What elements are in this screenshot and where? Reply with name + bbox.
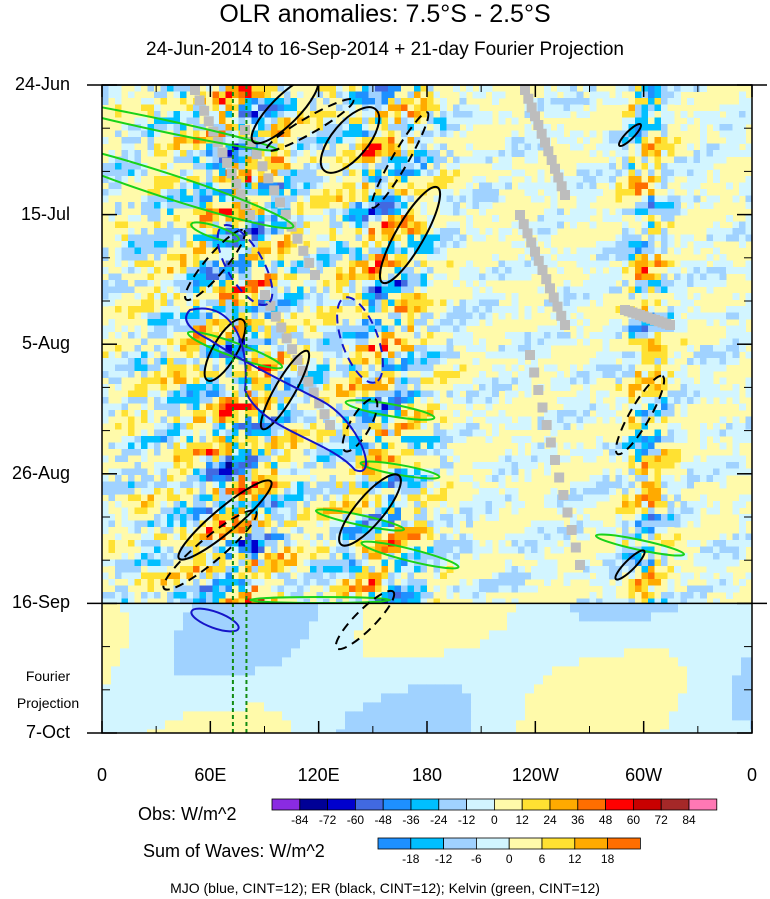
x-tick-label: 0	[746, 765, 757, 785]
waves-colorbar-tick-label: 12	[568, 852, 582, 866]
kelvin-contour	[102, 140, 295, 230]
y-tick-label: 7-Oct	[25, 722, 70, 742]
obs-colorbar-tick-label: 84	[682, 813, 696, 827]
obs-colorbar-box	[605, 798, 634, 811]
kelvin-contour	[594, 533, 686, 557]
obs-colorbar-tick-label: 60	[626, 813, 641, 827]
waves-colorbar-box	[443, 837, 477, 850]
obs-colorbar-box	[577, 798, 606, 811]
waves-colorbar-tick-label: 0	[505, 852, 513, 866]
er-contour	[614, 374, 666, 456]
er-contour	[265, 98, 355, 152]
er-contour	[334, 589, 396, 651]
er-contour	[319, 106, 381, 174]
kelvin-contour	[186, 330, 284, 370]
waves-colorbar-box	[410, 837, 444, 850]
waves-colorbar-tick-label: 18	[600, 852, 615, 866]
fourier-label: Fourier	[25, 668, 71, 684]
waves-colorbar-label: Sum of Waves: W/m^2	[143, 841, 325, 861]
obs-colorbar-box	[633, 798, 662, 811]
projection-label: Projection	[16, 695, 80, 711]
contour-legend: MJO (blue, CINT=12); ER (black, CINT=12)…	[170, 880, 600, 896]
waves-colorbar-box	[508, 837, 543, 850]
er-contour	[341, 397, 379, 453]
obs-colorbar-box	[354, 798, 384, 811]
x-tick-label: 60W	[625, 765, 663, 785]
y-tick-label: 5-Aug	[21, 333, 70, 354]
mjo-contour	[216, 224, 274, 306]
obs-colorbar-box	[327, 798, 356, 811]
waves-colorbar-box	[475, 837, 510, 850]
x-tick-label: 0	[96, 765, 107, 785]
kelvin-contour	[190, 221, 240, 243]
chart-subtitle: 24-Jun-2014 to 16-Sep-2014 + 21-day Four…	[146, 39, 624, 60]
kelvin-contour	[344, 399, 436, 421]
obs-colorbar-box	[660, 798, 690, 811]
er-contour	[184, 228, 246, 302]
er-contour	[162, 509, 258, 591]
y-tick-label: 15-Jul	[20, 203, 70, 224]
y-tick-label: 24-Jun	[14, 74, 70, 94]
er-contour	[259, 349, 311, 431]
obs-colorbar-tick-label: 72	[654, 813, 668, 827]
y-tick-label: 26-Aug	[11, 462, 70, 483]
waves-colorbar-box	[541, 837, 576, 850]
obs-colorbar-box	[299, 798, 328, 811]
obs-colorbar-box	[382, 798, 412, 811]
obs-colorbar-box	[549, 798, 579, 811]
obs-colorbar-tick-label: 0	[491, 813, 498, 827]
er-contour	[378, 185, 442, 285]
obs-colorbar-tick-label: -36	[402, 813, 420, 827]
waves-colorbar-box	[574, 837, 608, 850]
obs-colorbar-tick-label: -48	[374, 813, 392, 827]
mjo-contour	[190, 607, 240, 633]
obs-colorbar-tick-label: 36	[571, 813, 585, 827]
kelvin-contour	[314, 508, 406, 532]
x-tick-label: 120W	[511, 765, 559, 785]
chart-title: OLR anomalies: 7.5°S - 2.5°S	[219, 0, 551, 28]
x-tick-label: 180	[411, 765, 443, 785]
obs-colorbar-tick-label: -24	[430, 813, 448, 827]
waves-colorbar-tick-label: -12	[434, 852, 453, 866]
er-contour	[614, 549, 646, 581]
x-tick-label: 60E	[194, 765, 227, 785]
waves-colorbar-tick-label: -6	[471, 852, 482, 866]
obs-colorbar-tick-label: 24	[543, 813, 557, 827]
obs-colorbar-tick-label: -84	[291, 813, 309, 827]
obs-colorbar-tick-label: -60	[346, 813, 365, 827]
obs-colorbar-box	[410, 798, 440, 811]
er-contour	[618, 123, 642, 147]
obs-colorbar-box	[688, 798, 718, 811]
obs-colorbar-box	[438, 798, 467, 811]
obs-colorbar-tick-label: 48	[598, 813, 613, 827]
waves-colorbar-tick-label: 6	[538, 852, 546, 866]
kelvin-contour	[360, 540, 460, 570]
obs-colorbar-box	[271, 798, 301, 811]
waves-colorbar-box	[607, 837, 641, 850]
obs-colorbar-tick-label: 12	[515, 813, 529, 827]
obs-colorbar-box	[521, 798, 551, 811]
obs-colorbar-tick-label: -72	[318, 813, 337, 827]
x-tick-label: 120E	[297, 765, 340, 785]
waves-colorbar-box	[377, 837, 412, 850]
waves-colorbar-tick-label: -18	[402, 852, 420, 866]
er-contour	[370, 111, 430, 209]
er-contour	[250, 85, 320, 145]
mjo-contour	[336, 296, 384, 384]
obs-colorbar-box	[466, 798, 495, 811]
obs-colorbar-label: Obs: W/m^2	[138, 804, 237, 824]
y-tick-label: 16-Sep	[11, 592, 70, 613]
er-contour	[338, 473, 402, 547]
obs-colorbar-box	[493, 798, 523, 811]
obs-colorbar-tick-label: -12	[457, 813, 476, 827]
